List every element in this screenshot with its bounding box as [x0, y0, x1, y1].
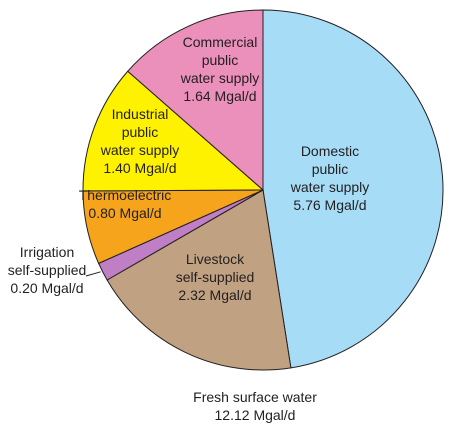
label-domestic-line: Domestic [301, 143, 359, 159]
label-domestic-line: 5.76 Mgal/d [293, 197, 366, 213]
label-irrigation-line: Irrigation [20, 244, 74, 260]
label-commercial-line: Commercial [183, 34, 258, 50]
label-commercial-line: public [202, 52, 239, 68]
label-industrial-line: water supply [100, 142, 180, 158]
slice-livestock [106, 189, 292, 371]
chart-title: Fresh surface water [193, 389, 317, 405]
slice-labels: Domestic public water supply 5.76 Mgal/d Liv… [8, 34, 370, 303]
label-thermoelectric: Thermoelectric 0.80 Mgal/d [79, 187, 172, 221]
chart-subtitle: 12.12 Mgal/d [215, 407, 296, 423]
label-domestic-line: water supply [290, 179, 370, 195]
label-domestic-line: public [312, 161, 349, 177]
label-irrigation-line: 0.20 Mgal/d [10, 280, 83, 296]
label-livestock-line: self-supplied [176, 269, 255, 285]
label-livestock-line: Livestock [186, 251, 245, 267]
label-industrial-line: Industrial [112, 106, 169, 122]
label-thermoelectric-line: Thermoelectric [79, 187, 172, 203]
slice-domestic [262, 9, 444, 369]
label-irrigation-line: self-supplied [8, 262, 87, 278]
label-thermoelectric-line: 0.80 Mgal/d [88, 205, 161, 221]
slice-industrial [82, 70, 265, 192]
label-irrigation: Irrigation self-supplied 0.20 Mgal/d [8, 244, 87, 296]
label-industrial: Industrial public water supply 1.40 Mgal/d [100, 106, 180, 176]
label-commercial: Commercial public water supply 1.64 Mgal/d [180, 34, 260, 104]
slice-commercial [127, 9, 264, 192]
label-domestic: Domestic public water supply 5.76 Mgal/d [290, 143, 370, 213]
label-industrial-line: 1.40 Mgal/d [103, 160, 176, 176]
irrigation-leader-line [85, 271, 101, 277]
label-livestock: Livestock self-supplied 2.32 Mgal/d [176, 251, 255, 303]
label-livestock-line: 2.32 Mgal/d [178, 287, 251, 303]
label-commercial-line: water supply [180, 70, 260, 86]
label-industrial-line: public [122, 124, 159, 140]
pie-slices [82, 9, 444, 371]
label-commercial-line: 1.64 Mgal/d [183, 88, 256, 104]
